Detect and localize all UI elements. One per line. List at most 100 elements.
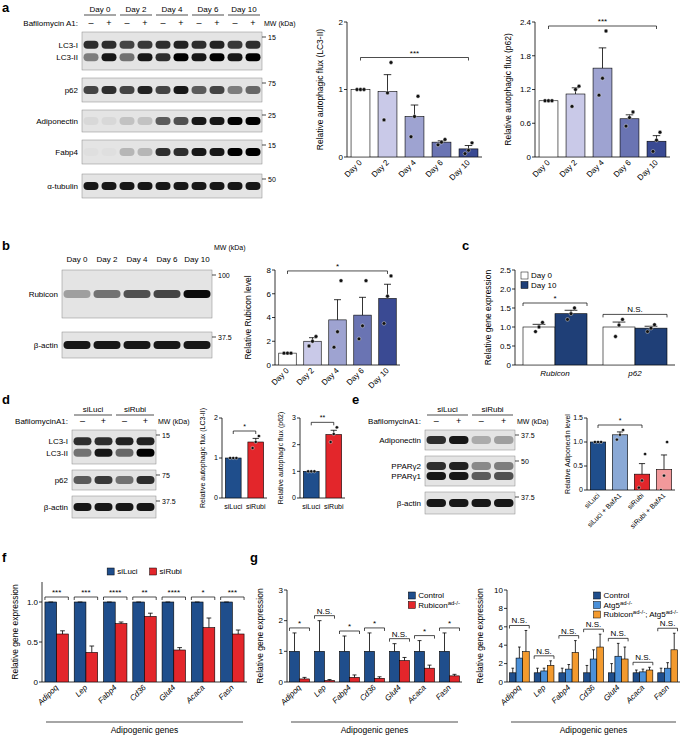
y-tick xyxy=(272,341,275,342)
bar xyxy=(304,341,322,365)
x-tick-label: Day 10 xyxy=(636,158,661,183)
error-bar xyxy=(343,636,347,651)
band xyxy=(138,148,153,156)
significance-label: ** xyxy=(141,588,147,597)
bar xyxy=(559,673,566,682)
bar xyxy=(597,647,604,682)
band xyxy=(102,117,117,125)
y-tick xyxy=(272,293,275,294)
band xyxy=(494,462,514,470)
significance-label: * xyxy=(243,423,246,430)
plot-area xyxy=(351,61,478,157)
bar xyxy=(432,142,451,157)
band xyxy=(156,41,171,49)
significance-bracket xyxy=(549,26,657,29)
error-bar xyxy=(642,669,645,672)
data-point xyxy=(550,99,554,103)
panel-label: g xyxy=(250,550,258,565)
significance-bracket xyxy=(584,629,604,632)
band xyxy=(494,499,514,507)
blot-strip xyxy=(82,32,262,70)
band xyxy=(210,53,225,61)
error-bar xyxy=(60,631,65,634)
legend-sup: ad-/- xyxy=(633,609,645,615)
band xyxy=(116,449,134,457)
x-tick-label: Fasn xyxy=(217,683,236,702)
band xyxy=(64,341,91,349)
band xyxy=(84,86,99,94)
x-tick-label: Cd36 xyxy=(577,683,597,703)
y-axis-title: Relative gene expression xyxy=(10,584,20,680)
bar xyxy=(541,671,548,682)
x-tick-label: Day 4 xyxy=(397,158,419,180)
mw-title: MW (kDa) xyxy=(158,418,190,426)
treatment-mark: + xyxy=(250,18,255,28)
y-tick-label: 0 xyxy=(292,494,296,501)
significance-label: *** xyxy=(81,588,90,597)
error-bar xyxy=(136,602,141,603)
band xyxy=(137,503,155,511)
significance-label: N.S. xyxy=(392,630,408,639)
y-axis-title: Relative Rubicon level xyxy=(243,275,253,359)
legend-swatch xyxy=(521,282,528,289)
y-tick-label: 0 xyxy=(507,361,512,370)
band xyxy=(494,436,514,444)
legend-swatch xyxy=(521,272,528,279)
significance-bracket xyxy=(440,628,460,631)
x-tick-label: Fabp4 xyxy=(96,683,119,706)
data-point xyxy=(653,323,657,327)
data-point xyxy=(389,61,393,65)
panel-label: a xyxy=(2,0,10,15)
mw-label: 15 xyxy=(162,432,170,439)
band-label: Fabp4 xyxy=(55,148,78,157)
y-tick xyxy=(219,458,222,459)
y-tick xyxy=(504,608,507,609)
mw-tick xyxy=(262,179,266,180)
band xyxy=(156,148,171,156)
bar xyxy=(633,673,640,682)
band xyxy=(472,472,492,480)
data-point xyxy=(311,339,315,343)
mw-tick xyxy=(515,497,519,498)
band xyxy=(184,341,211,349)
treatment-mark: + xyxy=(456,416,461,426)
lane-group-label: Day 10 xyxy=(231,5,257,14)
treatment-mark: – xyxy=(196,18,201,28)
x-tick-label: Cd36 xyxy=(128,683,148,703)
x-tick-label: Lep xyxy=(312,683,328,699)
bar xyxy=(590,442,605,490)
bar xyxy=(133,602,145,682)
y-tick xyxy=(512,270,515,271)
plot-area xyxy=(303,426,341,498)
mw-label: 37.5 xyxy=(521,494,535,501)
y-tick xyxy=(219,498,222,499)
legend-sup: ad-/- xyxy=(620,600,632,606)
mw-title: MW (kDa) xyxy=(517,418,549,426)
significance-label: * xyxy=(202,588,205,597)
x-tick-label: Rubicon xyxy=(540,369,570,378)
data-point xyxy=(659,488,662,490)
y-tick-label: 0.5 xyxy=(500,342,512,351)
data-point xyxy=(409,135,413,139)
lane-group-label: Day 6 xyxy=(198,5,219,14)
y-tick xyxy=(512,308,515,309)
data-point xyxy=(232,456,235,459)
y-tick-label: 1.0 xyxy=(500,323,512,332)
data-point xyxy=(361,324,365,328)
band xyxy=(246,117,261,125)
plot-area xyxy=(539,29,666,157)
x-tick-label: Day 2 xyxy=(370,158,392,180)
y-tick xyxy=(504,682,507,683)
x-tick-label: Lep xyxy=(532,683,548,699)
legend-sup: ad-/- xyxy=(448,600,460,606)
error-bar xyxy=(653,136,661,142)
x-label-line xyxy=(46,722,243,723)
y-tick-label: 1.5 xyxy=(500,304,512,313)
y-tick-label: 2 xyxy=(292,441,296,448)
band xyxy=(246,41,261,49)
bar xyxy=(615,656,622,682)
band xyxy=(472,462,492,470)
band-label: p62 xyxy=(55,476,69,485)
lane-group-label: siLuci xyxy=(437,405,458,414)
band xyxy=(192,41,207,49)
